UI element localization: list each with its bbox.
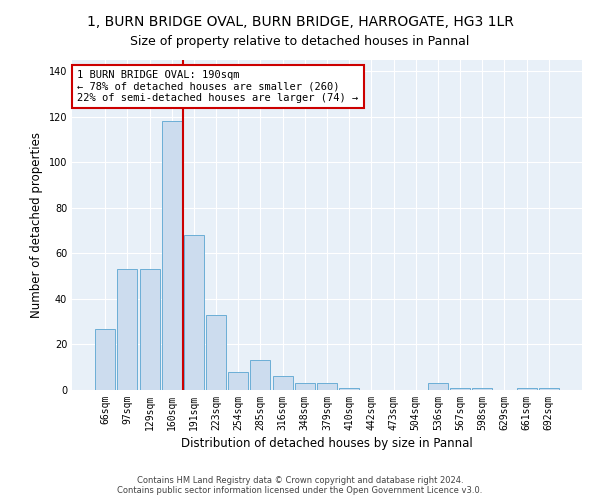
Bar [272,376,293,390]
Bar [339,388,359,390]
Bar [184,235,204,390]
Bar [539,388,559,390]
Bar [206,315,226,390]
Bar [472,388,492,390]
Bar [118,270,137,390]
Bar [95,328,115,390]
Bar [228,372,248,390]
Bar [162,122,182,390]
Bar [250,360,271,390]
X-axis label: Distribution of detached houses by size in Pannal: Distribution of detached houses by size … [181,437,473,450]
Bar [295,383,315,390]
Bar [450,388,470,390]
Text: 1 BURN BRIDGE OVAL: 190sqm
← 78% of detached houses are smaller (260)
22% of sem: 1 BURN BRIDGE OVAL: 190sqm ← 78% of deta… [77,70,358,103]
Text: Contains HM Land Registry data © Crown copyright and database right 2024.
Contai: Contains HM Land Registry data © Crown c… [118,476,482,495]
Bar [140,270,160,390]
Text: Size of property relative to detached houses in Pannal: Size of property relative to detached ho… [130,35,470,48]
Bar [428,383,448,390]
Bar [317,383,337,390]
Text: 1, BURN BRIDGE OVAL, BURN BRIDGE, HARROGATE, HG3 1LR: 1, BURN BRIDGE OVAL, BURN BRIDGE, HARROG… [86,15,514,29]
Bar [517,388,536,390]
Y-axis label: Number of detached properties: Number of detached properties [30,132,43,318]
